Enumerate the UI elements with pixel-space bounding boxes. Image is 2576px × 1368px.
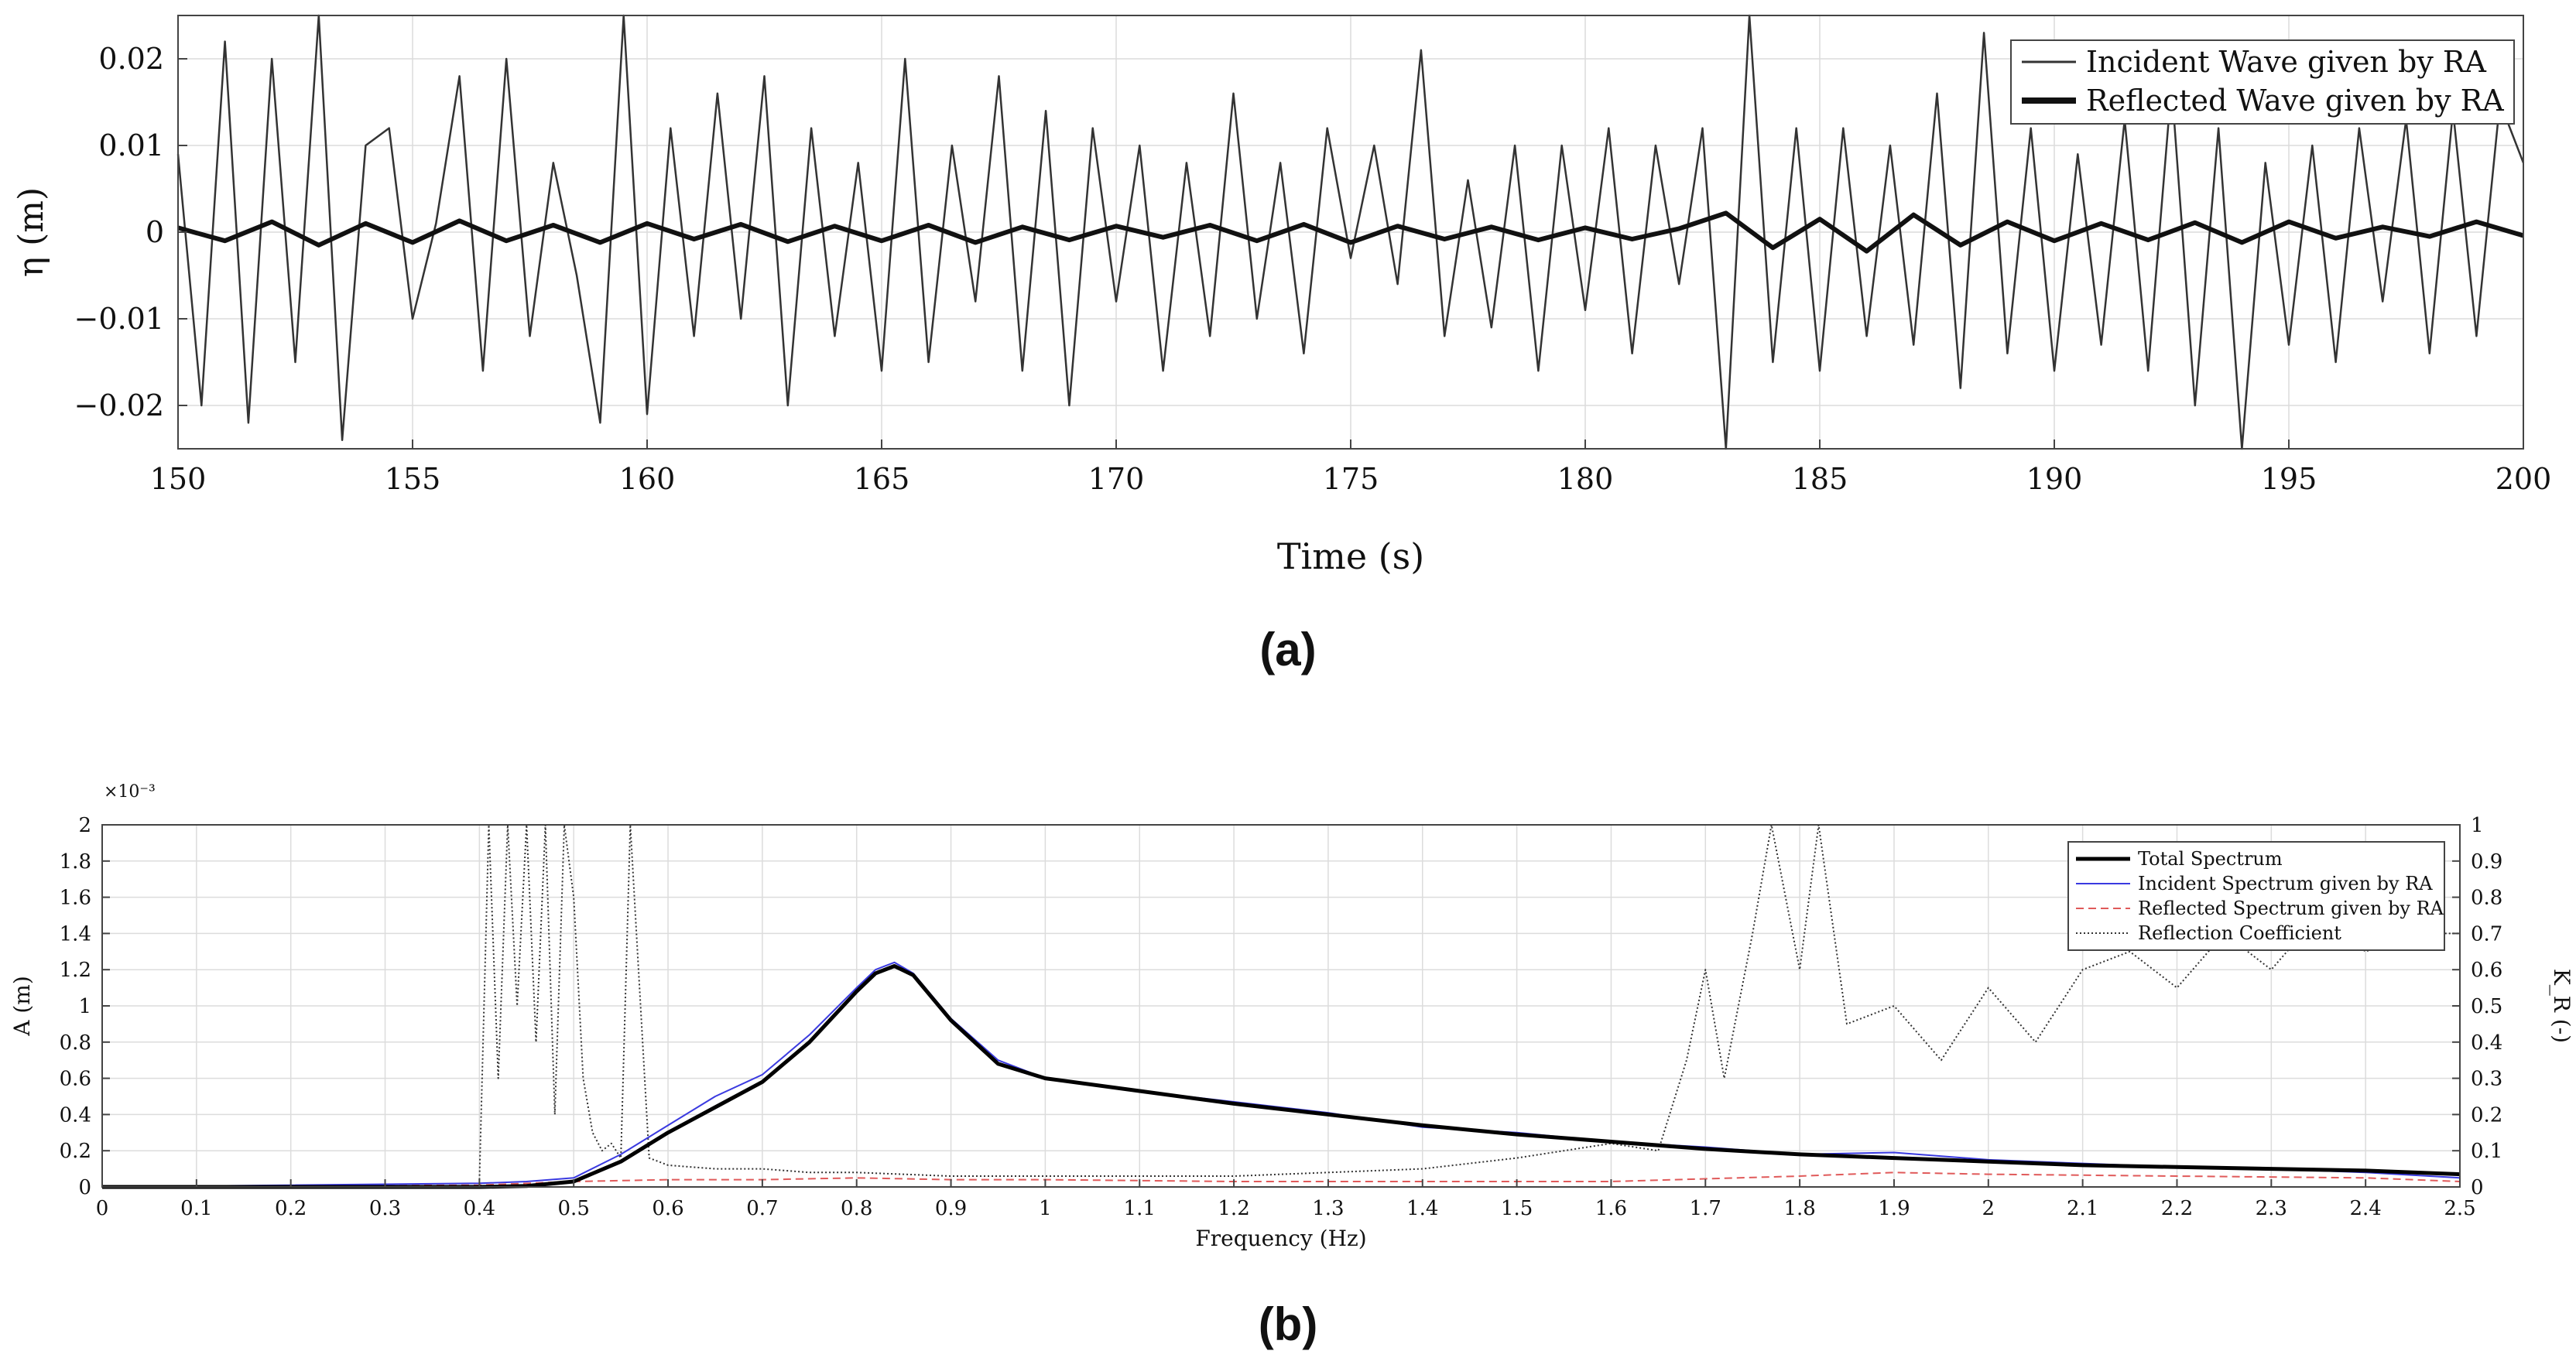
chart-a-y-tick-label: −0.01 xyxy=(74,302,164,336)
legend-incident-spectrum-label: Incident Spectrum given by RA xyxy=(2138,873,2433,894)
chart-b-x-tick-label: 0.3 xyxy=(369,1197,401,1220)
chart-b-y-tick-label: 1.6 xyxy=(60,887,91,910)
chart-b-x-ticks: 0 0.1 0.2 0.3 0.4 0.5 0.6 0.7 0.8 0.9 1 1.1 1.2 1.3 1.… xyxy=(96,1179,2476,1220)
chart-b-x-tick-label: 0.2 xyxy=(275,1197,307,1220)
chart-b-x-tick-label: 0.4 xyxy=(464,1197,495,1220)
chart-b-x-tick-label: 0.9 xyxy=(935,1197,967,1220)
chart-a-x-tick-label: 165 xyxy=(854,462,910,496)
total-spectrum-line xyxy=(102,964,2461,1189)
chart-b-y-tick-label-right: 0.8 xyxy=(2471,887,2502,910)
chart-b-x-tick-label: 2.4 xyxy=(2349,1197,2381,1220)
chart-b-y-tick-label: 0.2 xyxy=(60,1140,91,1163)
chart-b-y-tick-label-right: 0.4 xyxy=(2471,1031,2502,1055)
chart-b: 0 0.1 0.2 0.3 0.4 0.5 0.6 0.7 0.8 0.9 1 1.1 1.2 1.3 1.… xyxy=(9,782,2574,1350)
chart-b-y-axis-label-right: K_R (-) xyxy=(2549,969,2574,1043)
chart-a-y-tick-label: 0.01 xyxy=(98,128,164,162)
chart-b-y-tick-label-right: 0.3 xyxy=(2471,1068,2502,1091)
chart-b-y-tick-label: 0.4 xyxy=(60,1103,91,1127)
chart-b-y-tick-label: 1.4 xyxy=(60,922,91,946)
chart-a-x-tick-label: 190 xyxy=(2026,462,2083,496)
reflected-wave-line xyxy=(177,210,2524,254)
chart-b-x-tick-label: 0.6 xyxy=(652,1197,683,1220)
chart-b-x-tick-label: 2.1 xyxy=(2067,1197,2098,1220)
chart-b-x-tick-label: 1.9 xyxy=(1878,1197,1910,1220)
chart-b-y-tick-label: 0 xyxy=(78,1176,91,1199)
chart-a-x-tick-label: 150 xyxy=(150,462,207,496)
legend-total-spectrum-label: Total Spectrum xyxy=(2138,848,2283,870)
chart-b-y-tick-label: 0.8 xyxy=(60,1031,91,1055)
chart-b-x-tick-label: 1.1 xyxy=(1124,1197,1156,1220)
chart-b-y-tick-label-right: 0.5 xyxy=(2471,995,2502,1018)
chart-b-x-tick-label: 0.8 xyxy=(841,1197,872,1220)
chart-b-x-tick-label: 0.7 xyxy=(746,1197,778,1220)
legend-incident-wave-label: Incident Wave given by RA xyxy=(2086,45,2486,79)
chart-b-y-tick-label-right: 0.6 xyxy=(2471,959,2502,982)
incident-spectrum-line xyxy=(101,961,2461,1188)
chart-a-y-ticks: −0.02 −0.01 0 0.01 0.02 xyxy=(74,42,187,422)
chart-a-x-tick-label: 175 xyxy=(1323,462,1379,496)
chart-a: 150 155 160 165 170 175 180 185 190 195 200 −0.02−… xyxy=(12,14,2552,675)
chart-b-x-tick-label: 0 xyxy=(96,1197,109,1220)
chart-b-x-tick-label: 1.7 xyxy=(1690,1197,1721,1220)
chart-a-y-tick-label: −0.02 xyxy=(74,388,164,422)
chart-b-y-tick-label: 1.8 xyxy=(60,850,91,874)
chart-a-legend: Incident Wave given by RA Reflected Wave… xyxy=(2010,39,2515,125)
chart-b-y-tick-label-right: 0 xyxy=(2471,1176,2484,1199)
chart-b-x-tick-label: 0.5 xyxy=(558,1197,590,1220)
chart-a-y-tick-label: 0 xyxy=(146,215,164,249)
chart-b-x-tick-label: 2.5 xyxy=(2444,1197,2475,1220)
chart-b-y-tick-label-right: 0.9 xyxy=(2471,850,2502,874)
chart-b-y-multiplier: ×10⁻³ xyxy=(104,782,156,802)
chart-a-x-ticks: 150 155 160 165 170 175 180 185 190 195 200 xyxy=(150,439,2552,496)
chart-b-x-tick-label: 1.5 xyxy=(1501,1197,1533,1220)
chart-b-y-tick-label: 1.2 xyxy=(60,959,91,982)
chart-b-x-tick-label: 1.6 xyxy=(1595,1197,1627,1220)
chart-b-y-tick-label-right: 0.7 xyxy=(2471,922,2502,946)
chart-a-y-axis-label: η (m) xyxy=(12,187,51,277)
chart-b-x-tick-label: 1.8 xyxy=(1783,1197,1815,1220)
chart-a-x-tick-label: 195 xyxy=(2261,462,2317,496)
chart-a-x-tick-label: 180 xyxy=(1557,462,1614,496)
chart-b-legend-box xyxy=(2067,841,2445,951)
chart-a-x-tick-label: 185 xyxy=(1792,462,1848,496)
chart-b-y-tick-label: 0.6 xyxy=(60,1068,91,1091)
chart-b-y-tick-label: 1 xyxy=(78,995,91,1018)
chart-a-x-tick-label: 170 xyxy=(1088,462,1145,496)
chart-b-x-tick-label: 1.3 xyxy=(1312,1197,1344,1220)
chart-a-x-tick-label: 160 xyxy=(619,462,676,496)
chart-b-x-tick-label: 2.3 xyxy=(2256,1197,2287,1220)
chart-b-y-tick-label-right: 0.1 xyxy=(2471,1140,2502,1163)
legend-reflected-wave-label: Reflected Wave given by RA xyxy=(2086,84,2504,118)
chart-b-y-tick-label: 2 xyxy=(78,814,91,837)
chart-b-y-tick-label-right: 0.2 xyxy=(2471,1103,2502,1127)
chart-b-x-tick-label: 2.2 xyxy=(2161,1197,2193,1220)
chart-b-legend: Total Spectrum Incident Spectrum given b… xyxy=(2067,841,2445,951)
incident-wave-line xyxy=(176,14,2525,450)
chart-b-y-ticks: 0 0.2 0.4 0.6 0.8 1 1.2 1.4 1.6 1.8 2 xyxy=(60,814,110,1199)
chart-b-x-axis-label: Frequency (Hz) xyxy=(1195,1226,1366,1251)
chart-b-x-tick-label: 1.2 xyxy=(1218,1197,1249,1220)
chart-a-x-tick-label: 155 xyxy=(385,462,441,496)
reflected-spectrum-line xyxy=(101,1171,2461,1188)
chart-a-series xyxy=(176,14,2525,450)
chart-a-x-tick-label: 200 xyxy=(2496,462,2552,496)
chart-b-y-ticks-right: 0 0.1 0.2 0.3 0.4 0.5 0.6 0.7 0.8 0.9 1 xyxy=(2452,814,2502,1199)
panel-a-label: (a) xyxy=(1259,624,1316,675)
panel-b-label: (b) xyxy=(1259,1298,1318,1350)
chart-b-x-tick-label: 1 xyxy=(1039,1197,1052,1220)
chart-b-x-tick-label: 0.1 xyxy=(180,1197,212,1220)
chart-b-x-tick-label: 2 xyxy=(1982,1197,1995,1220)
chart-b-y-axis-label: A (m) xyxy=(9,976,35,1037)
chart-b-x-tick-label: 1.4 xyxy=(1406,1197,1438,1220)
chart-a-x-axis-label: Time (s) xyxy=(1277,535,1424,577)
legend-reflection-coefficient-label: Reflection Coefficient xyxy=(2138,922,2341,944)
chart-a-y-tick-label: 0.02 xyxy=(98,42,164,76)
chart-b-y-tick-label-right: 1 xyxy=(2471,814,2484,837)
chart-a-legend-box xyxy=(2010,39,2515,125)
legend-reflected-spectrum-label: Reflected Spectrum given by RA xyxy=(2138,898,2444,919)
